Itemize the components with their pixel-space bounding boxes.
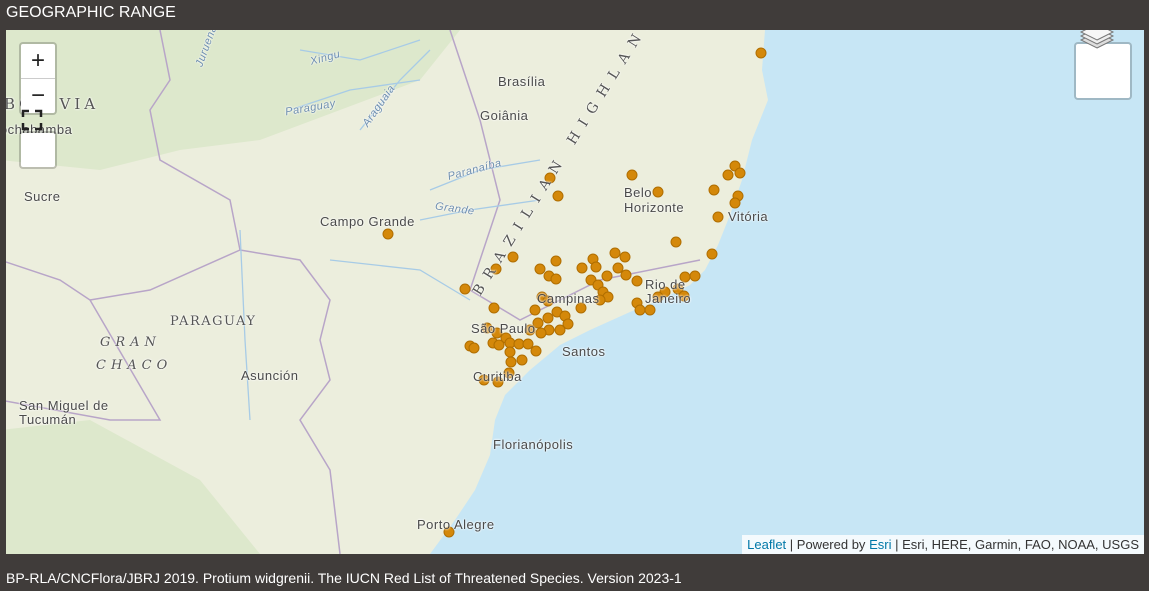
city-label: Campo Grande [320,214,415,229]
rivers [239,39,541,421]
attribution-text: | Esri, HERE, Garmin, FAO, NOAA, USGS [895,537,1139,552]
map-labels: BOLIVIA Cochabamba Sucre Campo Grande PA… [6,30,1144,554]
river-label: Xingu [308,48,342,68]
section-title: GEOGRAPHIC RANGE [6,4,176,21]
city-label: Campinas [537,291,600,306]
esri-link[interactable]: Esri [869,537,892,552]
fullscreen-icon [21,109,43,131]
city-label: Porto Alegre [417,517,495,532]
attribution: Leaflet | Powered by Esri | Esri, HERE, … [742,535,1144,554]
zoom-in-button[interactable]: + [21,44,55,79]
zoom-control: + − [19,42,57,115]
citation: BP-RLA/CNCFlora/JBRJ 2019. Protium widgr… [6,570,682,586]
city-label: Goiânia [480,108,529,123]
layers-control[interactable] [1074,30,1132,100]
city-label: Vitória [728,209,769,224]
leaflet-link[interactable]: Leaflet [747,537,787,552]
zoom-out-button[interactable]: − [30,82,45,109]
region-label: GRAN [100,335,161,350]
land [6,30,768,554]
layers-icon [1079,30,1115,49]
river-label: Paraguay [284,97,337,119]
river-label: Araguaia [360,82,398,130]
country-label: PARAGUAY [170,314,257,329]
city-label: Florianópolis [493,437,574,452]
city-label: Rio de Janeiro [645,277,692,306]
city-label: Brasília [498,74,546,89]
river-label: Juruena [193,30,220,69]
forest [6,30,460,170]
map-layer [6,30,768,554]
fullscreen-button[interactable] [21,109,55,167]
forest [6,420,260,554]
city-label: São Paulo [471,321,536,336]
occurrence-points [382,47,767,538]
fullscreen-control [19,109,57,169]
city-label: Asunción [241,368,299,383]
city-label: San Miguel de Tucumán [19,398,109,427]
city-label: Belo Horizonte [624,185,685,215]
attribution-text: | Powered by [789,537,866,552]
city-label: Sucre [24,189,61,204]
city-label: Curitiba [473,369,522,384]
region-label: CHACO [96,358,173,373]
city-label: Santos [562,344,606,359]
map[interactable]: BOLIVIA Cochabamba Sucre Campo Grande PA… [6,30,1144,554]
river-label: Grande [434,200,476,218]
river-label: Paranaíba [446,157,503,183]
